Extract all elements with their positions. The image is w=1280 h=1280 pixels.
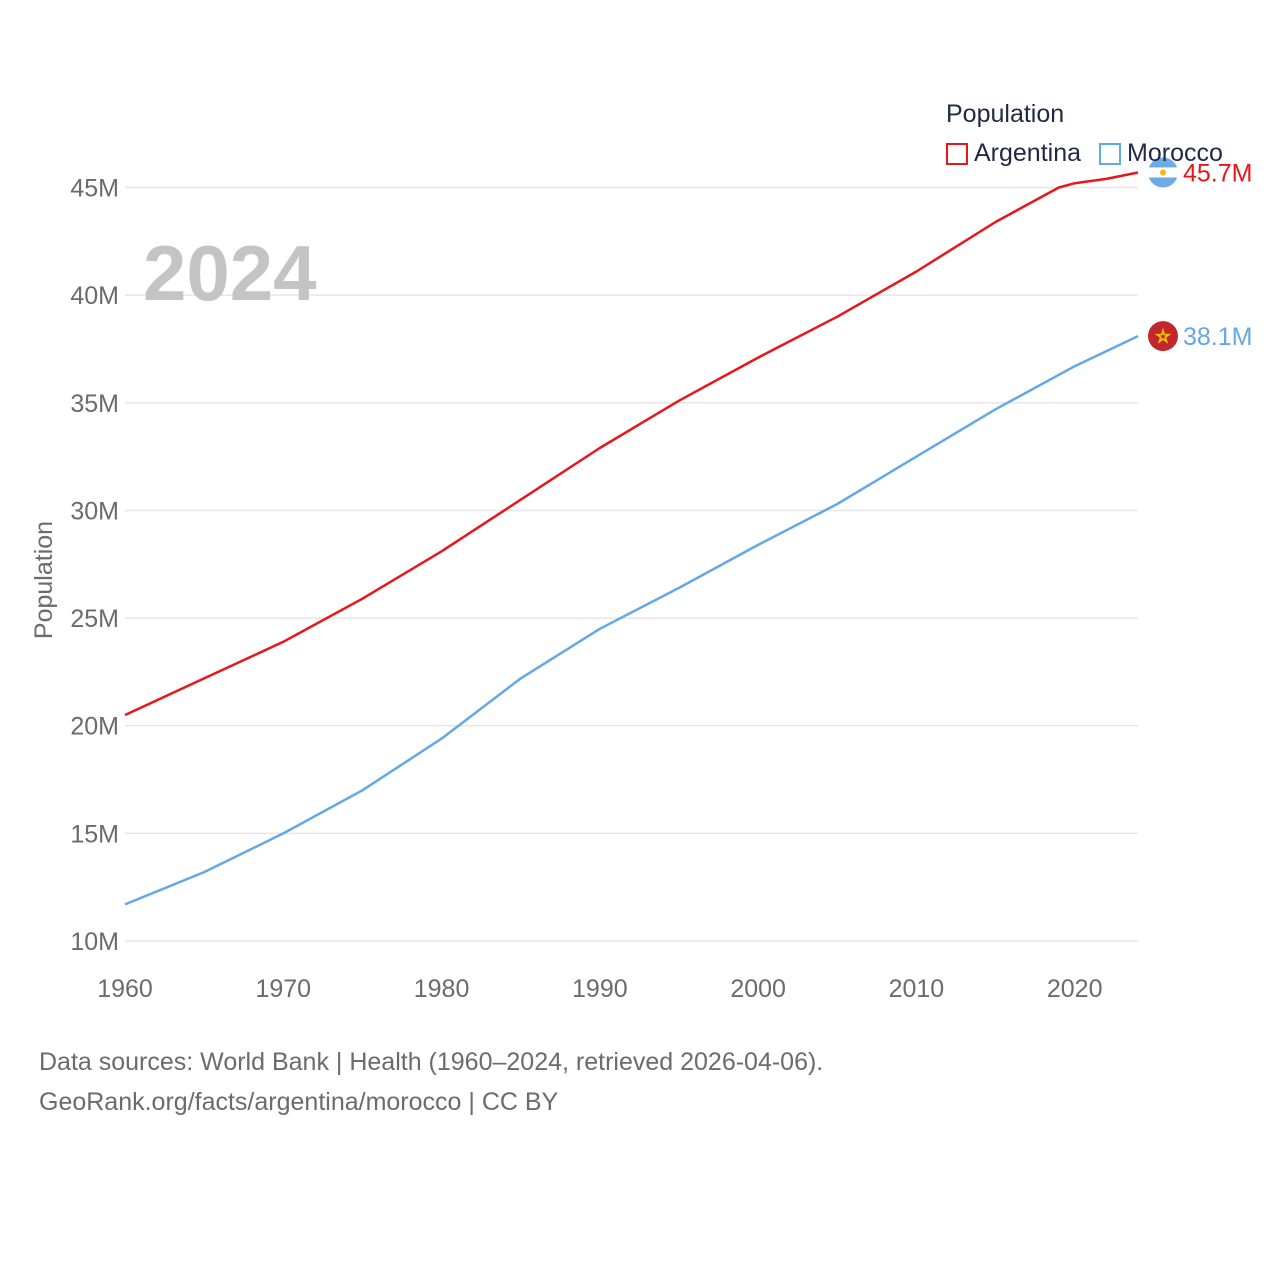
y-axis-ticks: 10M 15M 20M 25M 30M 35M 40M 45M: [70, 175, 119, 956]
end-value-label-morocco: 38.1M: [1183, 323, 1252, 351]
legend: Population Argentina Morocco: [946, 100, 1241, 168]
x-axis-ticks: 1960 1970 1980 1990 2000 2010 2020: [97, 975, 1102, 1003]
x-tick-label: 2020: [1047, 975, 1103, 1003]
svg-text:☆: ☆: [1155, 327, 1170, 347]
y-axis-title: Population: [30, 521, 58, 639]
legend-item-morocco[interactable]: Morocco: [1099, 139, 1223, 168]
x-tick-label: 1980: [414, 975, 470, 1003]
series-line-morocco: [124, 334, 1139, 906]
y-tick-label: 10M: [70, 928, 119, 956]
legend-title: Population: [946, 100, 1065, 128]
year-watermark: 2024: [143, 229, 317, 317]
y-tick-label: 15M: [70, 820, 119, 848]
y-tick-label: 45M: [70, 175, 119, 203]
gridlines: [125, 186, 1138, 942]
series-lines: [124, 171, 1139, 906]
x-tick-label: 2000: [730, 975, 786, 1003]
end-value-label-argentina: 45.7M: [1183, 159, 1252, 187]
y-tick-label: 20M: [70, 713, 119, 741]
x-tick-label: 1970: [255, 975, 311, 1003]
argentina-flag-icon: [1148, 157, 1178, 188]
morocco-flag-icon: ☆: [1148, 321, 1178, 352]
legend-swatch-argentina: [946, 142, 968, 165]
x-tick-label: 1990: [572, 975, 628, 1003]
series-line-argentina: [124, 171, 1139, 717]
legend-label-morocco: Morocco: [1127, 139, 1223, 167]
legend-item-argentina[interactable]: Argentina: [946, 139, 1081, 168]
x-tick-label: 2010: [889, 975, 945, 1003]
y-tick-label: 25M: [70, 605, 119, 633]
x-tick-label: 1960: [97, 975, 153, 1003]
y-tick-label: 35M: [70, 390, 119, 418]
y-tick-label: 30M: [70, 497, 119, 525]
legend-label-argentina: Argentina: [974, 139, 1082, 167]
source-line-2: GeoRank.org/facts/argentina/morocco | CC…: [39, 1088, 559, 1116]
source-line-1: Data sources: World Bank | Health (1960–…: [39, 1048, 824, 1076]
source-note: Data sources: World Bank | Health (1960–…: [39, 1042, 823, 1122]
y-tick-label: 40M: [70, 282, 119, 310]
legend-swatch-morocco: [1099, 142, 1122, 165]
series-end-markers: 45.7M ☆ 38.1M: [1148, 157, 1252, 352]
